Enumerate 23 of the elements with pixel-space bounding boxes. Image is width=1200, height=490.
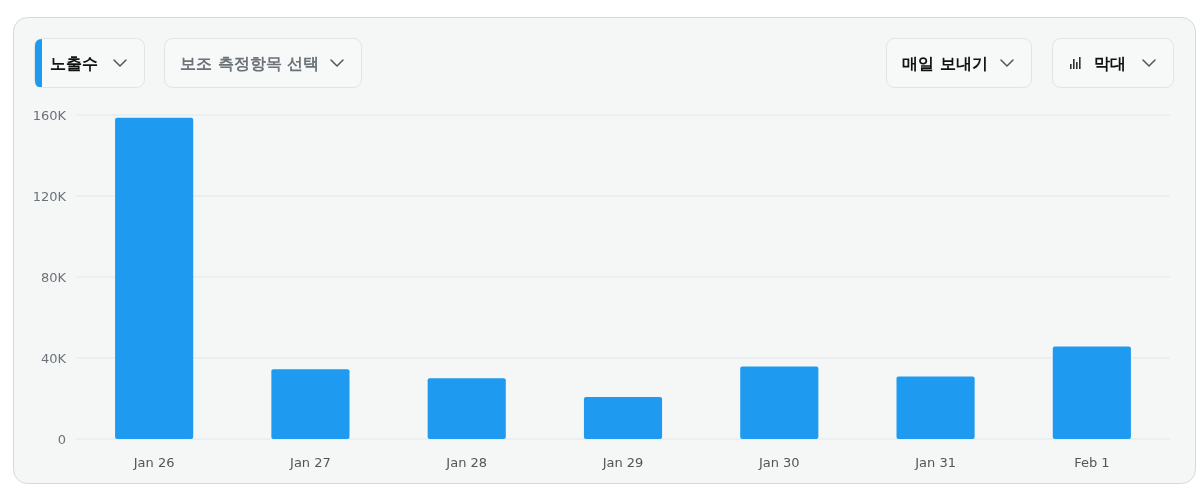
text: 막대	[1094, 54, 1126, 73]
text: 매일 보내기	[902, 54, 988, 73]
x-tick-label: Jan 26	[132, 455, 175, 470]
y-tick-label: 40K	[40, 351, 67, 366]
bar	[1052, 346, 1131, 439]
x-tick-label: Jan 30	[757, 455, 800, 470]
y-tick-label: 80K	[40, 270, 67, 285]
text: 보조 측정항목 선택	[180, 54, 320, 73]
chart-title: 노출수	[50, 54, 98, 73]
bar	[115, 117, 194, 439]
x-tick-label: Jan 31	[914, 455, 956, 470]
y-tick-label: 160K	[32, 108, 67, 123]
bar	[896, 376, 975, 439]
x-tick-label: Jan 28	[445, 455, 488, 470]
bar	[740, 366, 819, 439]
y-tick-label: 0	[57, 432, 66, 447]
bar	[427, 378, 506, 439]
bar	[271, 369, 350, 439]
bar	[583, 396, 663, 439]
x-tick-label: Jan 27	[289, 455, 331, 470]
y-tick-label: 120K	[32, 189, 67, 204]
x-tick-label: Feb 1	[1074, 455, 1110, 470]
x-tick-label: Jan 29	[601, 455, 644, 470]
